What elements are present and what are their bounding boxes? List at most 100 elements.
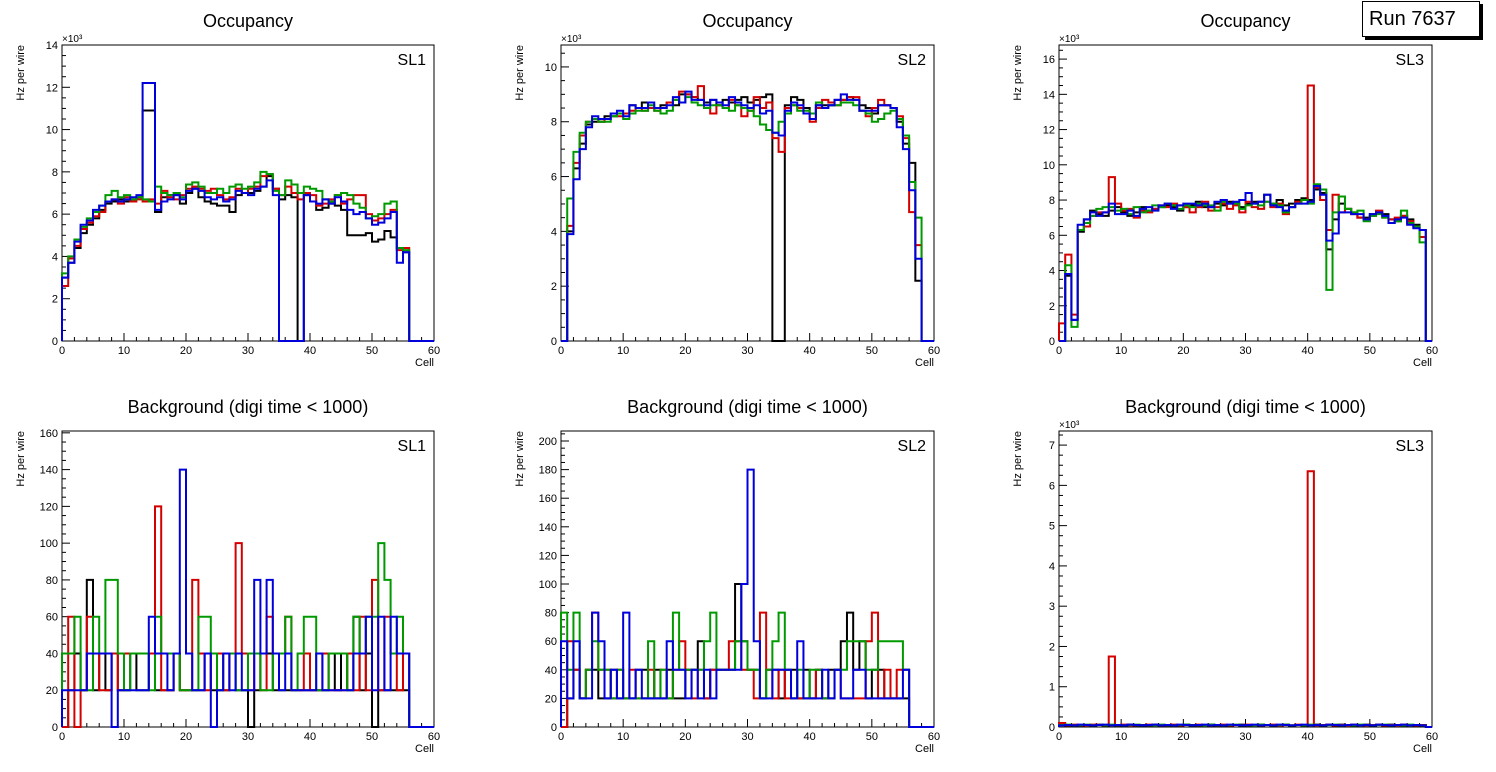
x-tick-label: 20 xyxy=(180,345,192,357)
superlayer-label: SL2 xyxy=(898,438,927,455)
y-tick-label: 8 xyxy=(551,117,557,129)
x-tick-label: 0 xyxy=(59,345,65,357)
series-blue-histogram xyxy=(561,90,934,342)
x-tick-label: 0 xyxy=(1056,731,1062,743)
chart-title: Occupancy xyxy=(1200,11,1290,31)
series-green-histogram xyxy=(561,96,934,342)
series-blue-histogram xyxy=(1059,184,1432,342)
chart-title: Background (digi time < 1000) xyxy=(1125,397,1366,417)
y-axis-label: Hz per wire xyxy=(1012,431,1024,487)
y-tick-label: 160 xyxy=(539,493,557,505)
y-axis-label: Hz per wire xyxy=(514,45,526,101)
x-tick-label: 30 xyxy=(741,731,753,743)
x-tick-label: 30 xyxy=(1239,731,1251,743)
x-tick-label: 60 xyxy=(428,731,440,743)
x-tick-label: 10 xyxy=(118,345,130,357)
y-axis: 0 20 40 60 80 100 120 140 160 180 200 Hz per wire xyxy=(514,431,569,734)
y-tick-label: 180 xyxy=(539,465,557,477)
series-blue-histogram xyxy=(61,82,434,342)
y-tick-label: 20 xyxy=(46,685,58,697)
y-tick-label: 16 xyxy=(1043,54,1055,66)
y-tick-label: 6 xyxy=(1049,480,1055,492)
superlayer-label: SL3 xyxy=(1396,52,1425,69)
x-tick-label: 60 xyxy=(1426,731,1438,743)
y-tick-label: 10 xyxy=(46,125,58,137)
series-black-histogram xyxy=(61,109,434,342)
x-axis-label: Cell xyxy=(915,357,934,369)
x-axis-label: Cell xyxy=(1413,357,1432,369)
superlayer-label: SL3 xyxy=(1396,438,1425,455)
chart-title: Occupancy xyxy=(203,11,293,31)
y-tick-label: 0 xyxy=(52,722,58,734)
series-black-histogram xyxy=(561,93,934,342)
x-tick-label: 10 xyxy=(617,345,629,357)
x-tick-label: 50 xyxy=(366,731,378,743)
series-green-histogram xyxy=(560,611,934,728)
y-tick-label: 14 xyxy=(1043,89,1055,101)
x-tick-label: 0 xyxy=(558,731,564,743)
x-tick-label: 50 xyxy=(1364,345,1376,357)
series-blue-histogram xyxy=(560,468,934,728)
superlayer-label: SL2 xyxy=(898,52,927,69)
x-tick-label: 20 xyxy=(1177,731,1189,743)
y-axis: 0 20 40 60 80 100 120 140 160 Hz per wire xyxy=(15,428,70,734)
y-axis: 0 2 4 6 8 10 Hz per wire ×10³ xyxy=(514,34,582,348)
x-tick-label: 60 xyxy=(428,345,440,357)
y-axis-exponent: ×10³ xyxy=(62,34,83,45)
y-tick-label: 100 xyxy=(40,538,58,550)
y-tick-label: 2 xyxy=(1049,641,1055,653)
x-axis-label: Cell xyxy=(415,357,434,369)
y-tick-label: 20 xyxy=(545,693,557,705)
series-red-histogram xyxy=(561,85,934,342)
y-tick-label: 60 xyxy=(545,636,557,648)
y-tick-label: 14 xyxy=(46,40,58,52)
x-tick-label: 40 xyxy=(804,345,816,357)
y-tick-label: 0 xyxy=(1049,336,1055,348)
y-tick-label: 4 xyxy=(52,251,58,263)
y-tick-label: 2 xyxy=(52,294,58,306)
y-tick-label: 120 xyxy=(539,550,557,562)
y-tick-label: 100 xyxy=(539,579,557,591)
y-tick-label: 2 xyxy=(551,281,557,293)
x-tick-label: 20 xyxy=(180,731,192,743)
y-tick-label: 80 xyxy=(46,575,58,587)
y-axis: 0 2 4 6 8 10 12 14 16 Hz per wire ×10³ xyxy=(1012,34,1080,348)
y-tick-label: 2 xyxy=(1049,301,1055,313)
x-tick-label: 30 xyxy=(242,731,254,743)
series-blue-histogram xyxy=(1058,723,1432,728)
y-tick-label: 160 xyxy=(40,428,58,440)
y-tick-label: 0 xyxy=(551,722,557,734)
plot-frame xyxy=(560,44,935,342)
x-tick-label: 50 xyxy=(1364,731,1376,743)
x-tick-label: 50 xyxy=(366,345,378,357)
x-tick-label: 20 xyxy=(679,345,691,357)
y-tick-label: 6 xyxy=(551,172,557,184)
x-tick-label: 0 xyxy=(59,731,65,743)
y-tick-label: 6 xyxy=(52,209,58,221)
y-tick-label: 12 xyxy=(1043,125,1055,137)
x-tick-label: 20 xyxy=(1177,345,1189,357)
x-tick-label: 0 xyxy=(1056,345,1062,357)
x-tick-label: 10 xyxy=(118,731,130,743)
x-tick-label: 30 xyxy=(741,345,753,357)
x-axis-label: Cell xyxy=(915,743,934,755)
x-tick-label: 40 xyxy=(304,731,316,743)
y-axis-label: Hz per wire xyxy=(1012,45,1024,101)
x-tick-label: 30 xyxy=(1239,345,1251,357)
superlayer-label: SL1 xyxy=(398,438,427,455)
y-tick-label: 60 xyxy=(46,612,58,624)
series-red-histogram xyxy=(1058,470,1432,728)
y-axis-exponent: ×10³ xyxy=(561,34,582,45)
superlayer-label: SL1 xyxy=(398,52,427,69)
y-tick-label: 0 xyxy=(52,336,58,348)
chart-panel-6: Background (digi time < 1000)0 10 20 30 40 50… xyxy=(1012,397,1438,755)
x-tick-label: 40 xyxy=(304,345,316,357)
x-tick-label: 50 xyxy=(866,345,878,357)
